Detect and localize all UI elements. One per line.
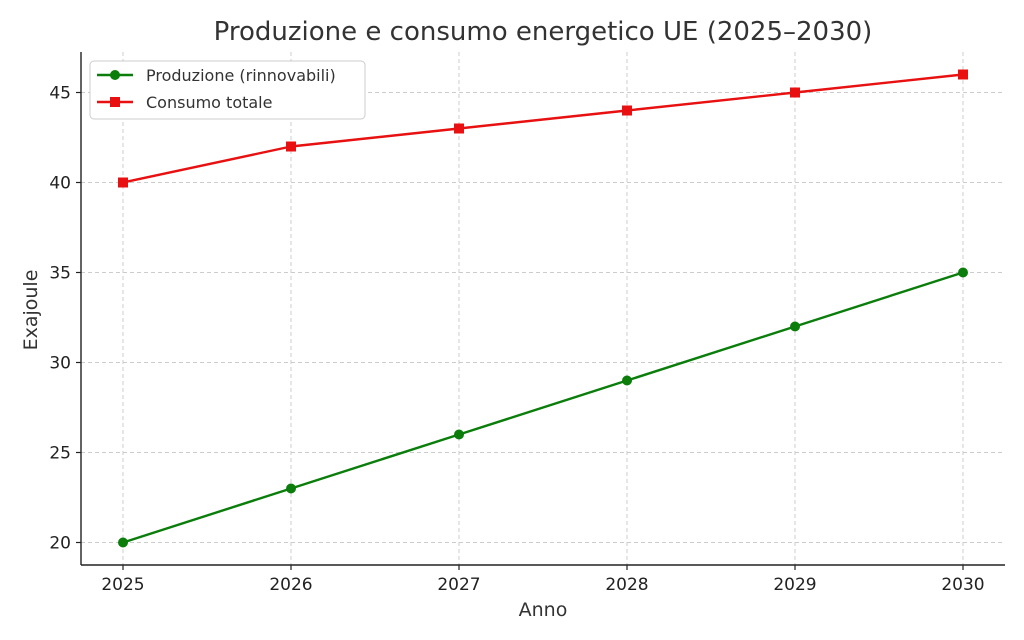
chart-title: Produzione e consumo energetico UE (2025… — [214, 17, 873, 47]
series-line — [122, 271, 964, 544]
x-tick-label: 2030 — [941, 575, 984, 595]
y-tick-label: 35 — [49, 264, 71, 284]
data-point — [454, 429, 464, 440]
legend-item: Produzione (rinnovabili) — [97, 66, 336, 85]
legend: Produzione (rinnovabili) Consumo totale — [89, 60, 366, 120]
data-point — [958, 69, 968, 80]
x-tick-label: 2027 — [437, 575, 480, 595]
x-tick-label: 2028 — [605, 575, 648, 595]
data-point — [790, 321, 800, 332]
x-tick-label: 2025 — [101, 575, 144, 595]
data-point — [622, 105, 632, 116]
legend-box — [89, 60, 366, 120]
grid-lines — [81, 52, 1005, 565]
data-point — [118, 537, 128, 548]
series-consumo — [118, 69, 968, 188]
legend-label: Consumo totale — [146, 93, 272, 112]
legend-marker — [110, 97, 120, 107]
data-point — [286, 141, 296, 152]
series-line — [122, 73, 964, 184]
data-point — [286, 483, 296, 494]
y-tick-label: 45 — [49, 84, 71, 104]
data-point — [454, 123, 464, 134]
legend-item: Consumo totale — [97, 93, 272, 112]
x-tick-label: 2029 — [773, 575, 816, 595]
legend-marker — [110, 70, 120, 80]
data-point — [118, 177, 128, 188]
axes — [80, 52, 1005, 566]
y-tick-label: 40 — [49, 174, 71, 194]
y-tick-label: 20 — [49, 534, 71, 554]
y-tick-label: 25 — [49, 444, 71, 464]
data-point — [958, 267, 968, 278]
data-point — [790, 87, 800, 98]
x-tick-label: 2026 — [269, 575, 312, 595]
series-layer — [118, 69, 968, 548]
y-axis-label: Exajoule — [20, 270, 42, 351]
data-point — [622, 375, 632, 386]
y-tick-label: 30 — [49, 354, 71, 374]
x-axis-label: Anno — [519, 599, 568, 621]
series-produzione — [118, 267, 968, 548]
legend-label: Produzione (rinnovabili) — [146, 66, 336, 85]
